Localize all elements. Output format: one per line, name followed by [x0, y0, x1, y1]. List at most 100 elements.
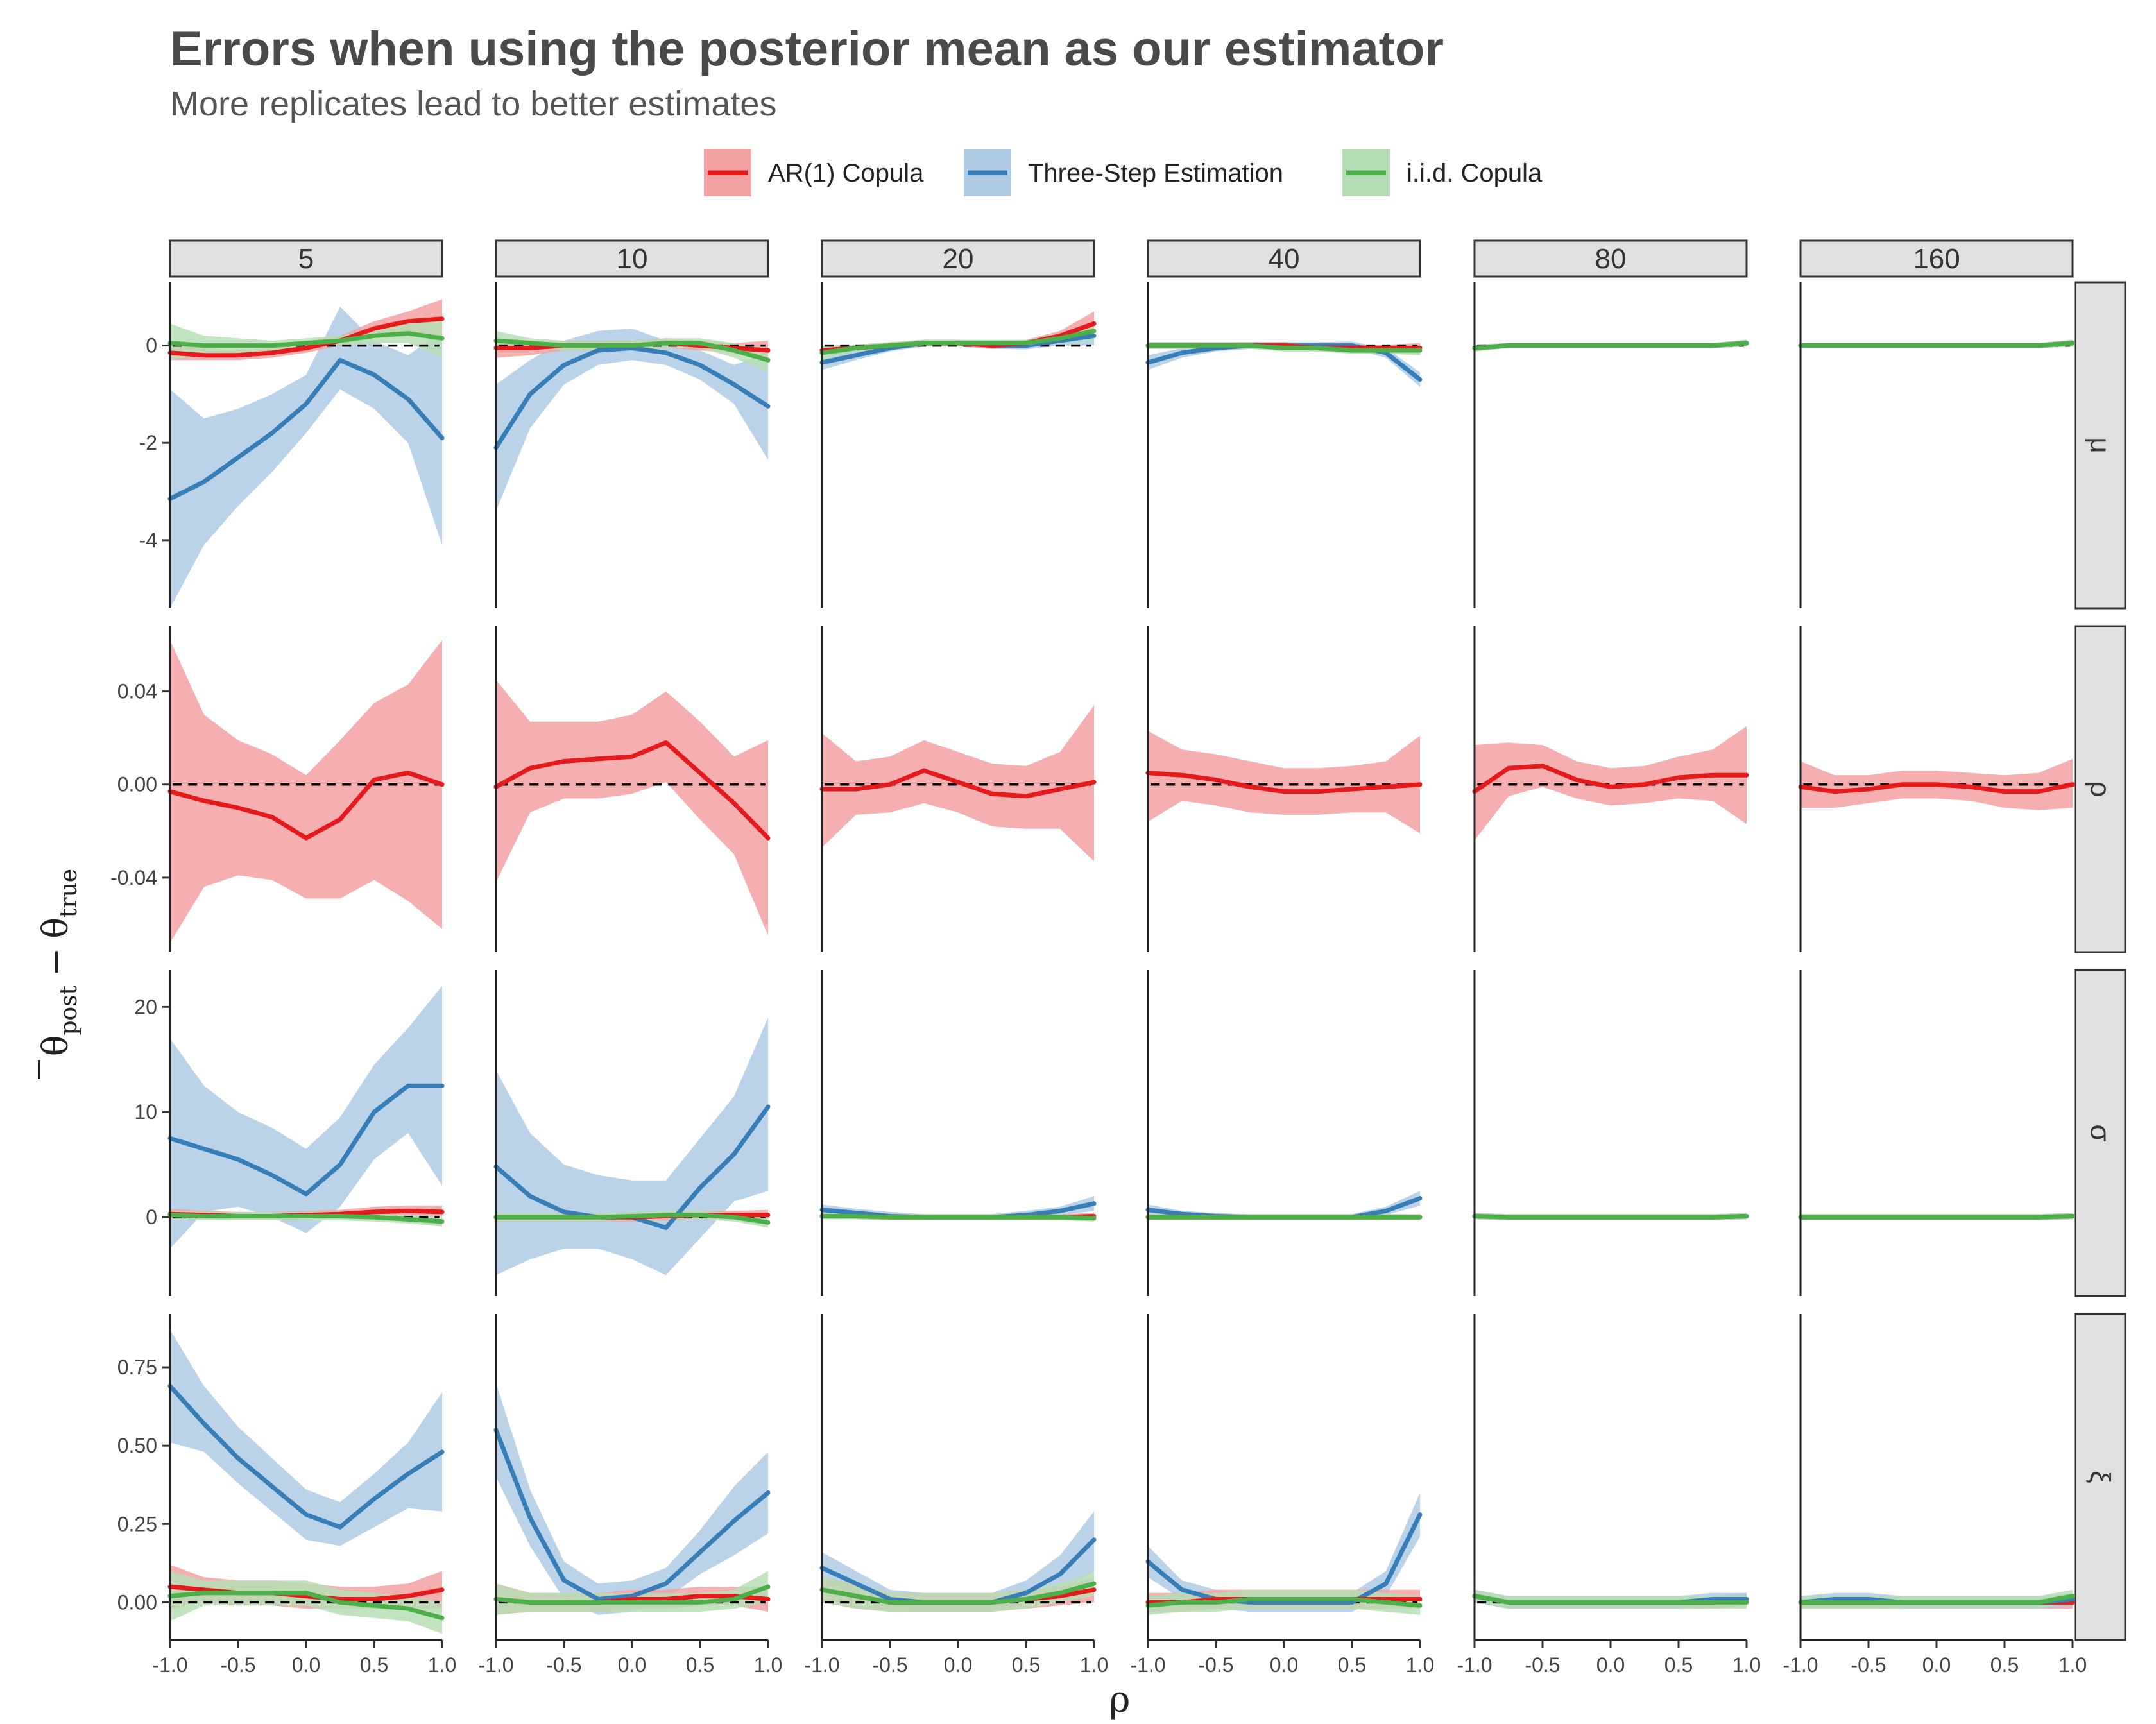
x-tick-label-c2-3: 0.5	[1012, 1653, 1040, 1677]
x-tick-label-c5-2: 0.0	[1922, 1653, 1951, 1677]
panel-r0-c2	[819, 282, 1097, 608]
series-line-r3-c2-s2	[819, 1581, 1097, 1605]
x-axis-title: ρ	[1109, 1679, 1131, 1721]
panel-r0-c0: 0 -2 -4	[139, 282, 445, 608]
ribbon-r3-c0-s2	[170, 1571, 442, 1634]
chart-title: Errors when using the posterior mean as …	[170, 22, 1444, 76]
y-tick-label-r0-2: -4	[139, 529, 157, 552]
x-tick-label-c4-3: 0.5	[1664, 1653, 1693, 1677]
series-line-r1-c5-s0	[1798, 782, 2075, 794]
series-line-r2-c5-s2	[1798, 1214, 2075, 1220]
y-tick-label-r1-1: 0.00	[117, 773, 157, 796]
x-tick-label-c1-3: 0.5	[686, 1653, 714, 1677]
x-tick-label-c5-3: 0.5	[1990, 1653, 2019, 1677]
ribbon-r0-c1-s0	[496, 329, 768, 511]
legend-label-1: Three-Step Estimation	[1028, 159, 1283, 187]
y-true: true	[56, 869, 82, 917]
legend-label-2: i.i.d. Copula	[1407, 159, 1543, 187]
x-tick-label-c3-0: -1.0	[1130, 1653, 1165, 1677]
ribbon-r3-c2-s0	[822, 1511, 1094, 1612]
y-tick-label-r2-2: 0	[146, 1206, 157, 1229]
series-line-r3-c1-s0	[493, 1428, 771, 1601]
row-strip-3	[2074, 1313, 2126, 1641]
x-tick-label-c1-4: 1.0	[754, 1653, 782, 1677]
panel-r2-c2	[819, 970, 1097, 1296]
panel-r0-c3	[1145, 282, 1423, 608]
x-tick-label-c3-3: 0.5	[1338, 1653, 1366, 1677]
panel-r1-c1	[493, 626, 771, 952]
panel-r3-c4: -1.0 -0.5 0.0 0.5 1.0	[1457, 1314, 1761, 1677]
panel-r2-c3	[1145, 970, 1423, 1296]
x-tick-label-c2-4: 1.0	[1080, 1653, 1108, 1677]
x-tick-label-c0-1: -0.5	[220, 1653, 255, 1677]
y-tick-label-r3-2: 0.25	[117, 1512, 157, 1535]
x-tick-label-c0-4: 1.0	[428, 1653, 456, 1677]
panel-r1-c2	[819, 626, 1097, 952]
y-tick-label-r3-0: 0.75	[117, 1356, 157, 1379]
series-line-r1-c4-s0	[1472, 764, 1749, 794]
y-theta: θ	[35, 1036, 76, 1057]
series-line-r0-c4-s2	[1472, 341, 1749, 350]
series-line-r0-c2-s2	[819, 329, 1097, 355]
panel-r2-c0: 20 10 0	[134, 970, 445, 1296]
ribbon-r0-c2-s2	[822, 321, 1094, 361]
ribbon-r1-c3-s0	[1148, 731, 1420, 833]
x-tick-label-c1-2: 0.0	[618, 1653, 646, 1677]
panel-r1-c3	[1145, 626, 1423, 952]
ribbon-r1-c0-s0	[170, 640, 442, 943]
column-strip-label-10: 10	[617, 243, 648, 275]
series-line-r1-c3-s0	[1145, 771, 1423, 794]
chart-subtitle: More replicates lead to better estimates	[170, 85, 776, 123]
series-line-r2-c1-s2	[493, 1213, 771, 1225]
ribbon-r1-c1-s0	[496, 679, 768, 936]
series-line-r2-c4-s2	[1472, 1214, 1749, 1220]
series-line-r0-c1-s2	[493, 338, 771, 363]
series-line-r3-c4-s2	[1472, 1594, 1749, 1605]
x-tick-label-c2-2: 0.0	[944, 1653, 972, 1677]
column-strip-label-5: 5	[298, 243, 314, 275]
column-strip-label-40: 40	[1269, 243, 1300, 275]
y-tick-label-r2-1: 10	[134, 1100, 157, 1123]
ribbon-r2-c1-s0	[496, 1017, 768, 1276]
series-line-r2-c0-s2	[167, 1213, 445, 1224]
series-line-r3-c3-s2	[1145, 1597, 1423, 1608]
series-line-r3-c3-s0	[1145, 1512, 1423, 1605]
y-tick-label-r0-1: -2	[139, 431, 157, 454]
ribbon-r1-c4-s0	[1475, 726, 1747, 841]
legend-label-0: AR(1) Copula	[768, 159, 924, 187]
panel-r3-c5: -1.0 -0.5 0.0 0.5 1.0	[1783, 1314, 2087, 1677]
ribbon-r3-c0-s0	[170, 1329, 442, 1546]
x-tick-label-c3-2: 0.0	[1270, 1653, 1298, 1677]
y-tick-label-r2-0: 20	[134, 995, 157, 1018]
panel-grid: 0 -2 -4 0.04 0.00 -0.04 20 10 0 0.75 0.50 0.25 0.00 -…	[110, 282, 2087, 1677]
y-tick-label-r0-0: 0	[146, 334, 157, 357]
y-post: post	[56, 985, 82, 1035]
ribbon-r2-c0-s0	[170, 986, 442, 1249]
row-strip-label-0: μ	[2085, 437, 2116, 453]
y-tick-label-r3-3: 0.00	[117, 1591, 157, 1614]
panel-r3-c1: -1.0 -0.5 0.0 0.5 1.0	[478, 1314, 782, 1677]
series-line-r0-c0-s0	[167, 357, 445, 501]
panel-r1-c4	[1472, 626, 1749, 952]
row-strip-label-3: ξ	[2085, 1471, 2116, 1483]
panel-r0-c5	[1798, 282, 2075, 608]
column-strips: 5 10 20 40 80 160	[169, 239, 2074, 278]
series-line-r3-c0-s2	[167, 1591, 445, 1621]
series-line-r0-c0-s1	[167, 316, 445, 358]
x-tick-label-c5-1: -0.5	[1851, 1653, 1886, 1677]
y-axis-title: θpost−θtrue	[35, 869, 82, 1079]
column-strip-5	[169, 239, 443, 278]
series-line-r1-c1-s0	[493, 740, 771, 841]
series-line-r0-c1-s0	[493, 345, 771, 450]
column-strip-label-20: 20	[943, 243, 974, 275]
row-strip-label-2: σ	[2085, 1124, 2116, 1141]
ribbon-r0-c0-s0	[170, 306, 442, 608]
x-tick-label-c5-4: 1.0	[2058, 1653, 2087, 1677]
series-line-r3-c0-s0	[167, 1383, 445, 1530]
series-line-r3-c1-s2	[493, 1584, 771, 1605]
panel-r1-c0: 0.04 0.00 -0.04	[110, 626, 445, 952]
x-tick-label-c2-1: -0.5	[872, 1653, 907, 1677]
panel-r2-c4	[1472, 970, 1749, 1296]
y-theta-2: θ	[35, 917, 76, 939]
ribbon-r3-c1-s2	[496, 1571, 768, 1615]
